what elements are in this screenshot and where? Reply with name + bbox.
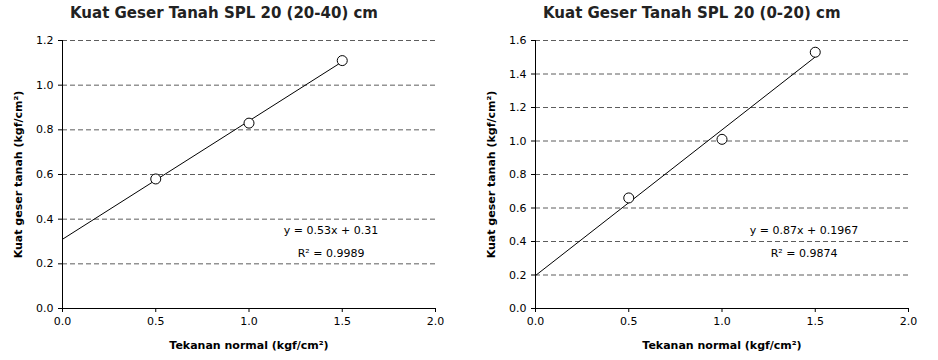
- svg-text:1.0: 1.0: [509, 135, 527, 148]
- svg-text:1.0: 1.0: [713, 315, 731, 328]
- svg-text:0.0: 0.0: [509, 302, 527, 315]
- svg-text:0.0: 0.0: [527, 315, 545, 328]
- svg-text:0.6: 0.6: [36, 168, 54, 181]
- svg-text:0.6: 0.6: [509, 202, 527, 215]
- html-text:Kuat Geser Tanah SPL 20 (20-40: Kuat Geser Tanah SPL 20 (20-40) cm: [70, 4, 378, 22]
- svg-text:y = 0.87x + 0.1967: y = 0.87x + 0.1967: [750, 224, 858, 237]
- svg-text:Tekanan normal (kgf/cm²): Tekanan normal (kgf/cm²): [642, 339, 801, 352]
- svg-text:R² = 0.9989: R² = 0.9989: [298, 247, 365, 260]
- svg-text:0.0: 0.0: [54, 315, 72, 328]
- svg-text:R² = 0.9874: R² = 0.9874: [771, 247, 838, 260]
- svg-text:0.2: 0.2: [509, 269, 527, 282]
- svg-text:0.0: 0.0: [36, 302, 54, 315]
- svg-text:0.4: 0.4: [36, 213, 54, 226]
- svg-text:0.5: 0.5: [620, 315, 638, 328]
- svg-text:0.2: 0.2: [36, 257, 54, 270]
- svg-text:Kuat geser tanah (kgf/cm²): Kuat geser tanah (kgf/cm²): [12, 91, 25, 259]
- svg-text:2.0: 2.0: [900, 315, 918, 328]
- svg-text:1.2: 1.2: [36, 34, 54, 47]
- svg-text:1.0: 1.0: [240, 315, 258, 328]
- svg-text:Tekanan normal (kgf/cm²): Tekanan normal (kgf/cm²): [169, 339, 328, 352]
- svg-text:0.8: 0.8: [36, 123, 54, 136]
- svg-text:0.4: 0.4: [509, 235, 527, 248]
- svg-text:1.2: 1.2: [509, 101, 527, 114]
- svg-text:2.0: 2.0: [427, 315, 445, 328]
- svg-text:1.5: 1.5: [807, 315, 825, 328]
- svg-text:1.5: 1.5: [334, 315, 352, 328]
- svg-text:1.4: 1.4: [509, 68, 527, 81]
- html-text:Kuat Geser Tanah SPL 20 (0-20): Kuat Geser Tanah SPL 20 (0-20) cm: [543, 4, 841, 22]
- svg-text:y = 0.53x + 0.31: y = 0.53x + 0.31: [284, 224, 378, 237]
- svg-text:0.5: 0.5: [147, 315, 165, 328]
- svg-text:1.6: 1.6: [509, 34, 527, 47]
- svg-text:Kuat geser tanah (kgf/cm²): Kuat geser tanah (kgf/cm²): [485, 91, 498, 259]
- svg-text:1.0: 1.0: [36, 79, 54, 92]
- svg-text:0.8: 0.8: [509, 168, 527, 181]
